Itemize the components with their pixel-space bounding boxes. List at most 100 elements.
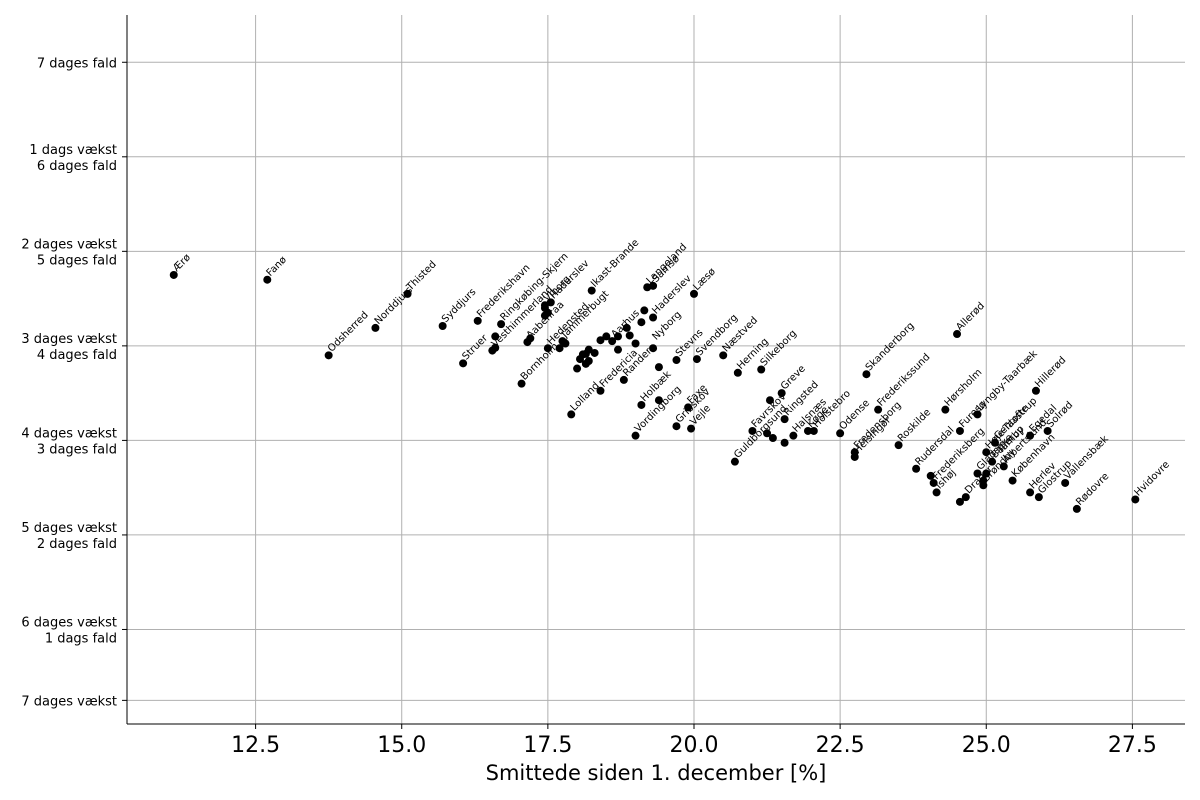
data-point (1034, 493, 1043, 502)
data-point (1031, 386, 1040, 395)
data-point (961, 493, 970, 502)
data-point (263, 275, 272, 284)
data-point (929, 478, 938, 487)
data-point (836, 429, 845, 438)
data-point (932, 488, 941, 497)
data-point (684, 403, 693, 412)
point-label: Bornholm (519, 341, 561, 383)
data-point (809, 426, 818, 435)
data-point (637, 400, 646, 409)
data-point (602, 332, 611, 341)
data-point (730, 457, 739, 466)
data-point (789, 431, 798, 440)
data-point (649, 313, 658, 322)
data-point (649, 344, 658, 353)
data-point (672, 422, 681, 431)
data-point (1026, 431, 1035, 440)
data-point (596, 386, 605, 395)
data-point (403, 289, 412, 298)
data-point (941, 405, 950, 414)
point-label: Struer (460, 332, 490, 362)
y-tick-label: 1 dags fald (45, 631, 117, 646)
data-point (540, 304, 549, 313)
point-label: Skanderborg (864, 320, 917, 373)
data-point (654, 363, 663, 372)
axes (126, 15, 1185, 725)
data-point (687, 424, 696, 433)
data-point (573, 364, 582, 373)
data-point (324, 351, 333, 360)
point-label: Ærø (171, 252, 193, 274)
data-point (587, 286, 596, 295)
point-label: Odsherred (326, 310, 371, 355)
data-point (955, 497, 964, 506)
x-tick-label: 20.0 (670, 733, 719, 758)
data-point (497, 320, 506, 329)
point-label: Læsø (691, 266, 718, 293)
y-tick-label: 4 dages fald (37, 348, 117, 363)
data-point (546, 298, 555, 307)
point-label: Syddjurs (440, 287, 478, 325)
data-point (803, 426, 812, 435)
y-tick-label: 3 dages fald (37, 442, 117, 457)
data-point (692, 355, 701, 364)
x-axis-label: Smittede siden 1. december [%] (486, 761, 827, 785)
data-point (777, 389, 786, 398)
point-label: Roskilde (896, 407, 933, 444)
data-point (850, 448, 859, 457)
data-point (590, 348, 599, 357)
data-point (371, 323, 380, 332)
data-point (719, 351, 728, 360)
data-point (631, 339, 640, 348)
data-point (459, 359, 468, 368)
data-point (625, 331, 634, 340)
data-point (874, 405, 883, 414)
data-point (953, 330, 962, 339)
point-label: Fanø (265, 254, 289, 278)
data-point (473, 316, 482, 325)
data-point (926, 471, 935, 480)
data-point (637, 318, 646, 327)
data-point (596, 336, 605, 345)
data-point (999, 462, 1008, 471)
data-point (581, 349, 590, 358)
data-point (614, 345, 623, 354)
data-point (543, 344, 552, 353)
y-tick-label: 7 dages fald (37, 56, 117, 71)
data-point (608, 337, 617, 346)
data-point (757, 365, 766, 374)
x-ticks: 12.5 15.0 17.5 20.0 22.5 25.0 27.5 (231, 724, 1157, 758)
point-label: Allerød (954, 301, 987, 334)
data-point (614, 332, 623, 341)
data-point (748, 426, 757, 435)
data-point (780, 438, 789, 447)
data-point (982, 469, 991, 478)
data-point (862, 370, 871, 379)
data-point (1061, 478, 1070, 487)
grid-lines (127, 15, 1185, 724)
point-label: Jammerbugt (559, 289, 611, 341)
point-label: Hvidovre (1133, 459, 1172, 498)
data-point (979, 476, 988, 485)
x-tick-label: 22.5 (816, 733, 865, 758)
point-label: Norddjurs (373, 285, 415, 327)
point-label: Helsingør (852, 414, 894, 456)
point-label: Ikast-Brande (589, 237, 641, 289)
point-label: Rødovre (1074, 471, 1111, 508)
data-point (982, 448, 991, 457)
y-tick-label: 5 dages vækst (21, 521, 117, 536)
x-tick-label: 27.5 (1108, 733, 1157, 758)
data-point (763, 429, 772, 438)
data-point (973, 410, 982, 419)
data-point (526, 334, 535, 343)
y-tick-label: 1 dags vækst (29, 143, 117, 158)
x-tick-label: 12.5 (231, 733, 280, 758)
data-point (912, 464, 921, 473)
data-point (689, 289, 698, 298)
data-point (1026, 488, 1035, 497)
data-point (733, 368, 742, 377)
y-tick-label: 7 dages vækst (21, 694, 117, 709)
data-point (540, 311, 549, 320)
